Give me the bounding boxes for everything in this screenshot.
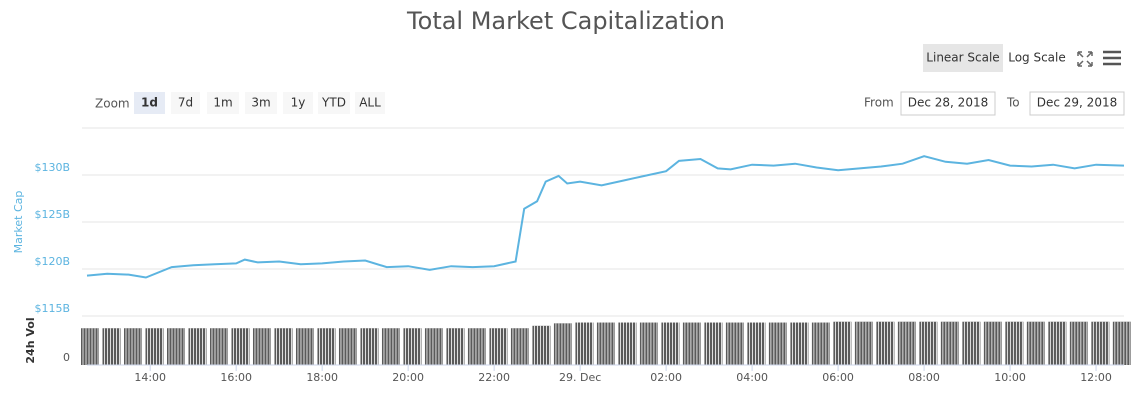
volume-bar (532, 325, 551, 365)
volume-bar (124, 328, 143, 365)
volume-bar (209, 328, 228, 365)
from-label: From (864, 96, 894, 110)
volume-bar (145, 328, 164, 365)
volume-bar (510, 328, 529, 365)
volume-bar (1069, 321, 1088, 365)
zoom-button-bg (171, 92, 200, 114)
x-tick-label: 08:00 (908, 371, 940, 384)
volume-bar (747, 322, 766, 365)
volume-bar (231, 328, 250, 365)
volume-bar (983, 321, 1002, 365)
zoom-button-bg (134, 92, 165, 114)
volume-bar (897, 321, 916, 365)
x-tick-label: 22:00 (478, 371, 510, 384)
x-tick-label: 14:00 (134, 371, 166, 384)
y-axis-title: Market Cap (12, 191, 25, 254)
x-tick-label: 18:00 (306, 371, 338, 384)
volume-bar (102, 328, 121, 365)
volume-bar (403, 328, 422, 365)
scale-button-bg (923, 44, 1003, 72)
zoom-button[interactable]: 7d (178, 96, 193, 110)
x-tick-label: 20:00 (392, 371, 424, 384)
y-tick-label: $115B (34, 302, 70, 315)
volume-bar (338, 328, 357, 365)
zoom-button[interactable]: 1y (291, 96, 306, 110)
volume-bar (1048, 321, 1067, 365)
zoom-button-bg (283, 92, 313, 114)
volume-bar (446, 328, 465, 365)
y-tick-label: $125B (34, 208, 70, 221)
volume-bar (725, 322, 744, 365)
volume-bar (188, 328, 207, 365)
volume-bar (919, 321, 938, 365)
menu-icon[interactable] (1103, 50, 1121, 66)
from-input[interactable]: Dec 28, 2018 (908, 96, 988, 110)
volume-bar (274, 328, 293, 365)
volume-bar (854, 321, 873, 365)
zoom-button-bg (207, 92, 239, 114)
volume-bar (768, 322, 787, 365)
volume-bar (661, 322, 680, 365)
x-tick-label: 02:00 (650, 371, 682, 384)
zoom-button[interactable]: 1m (213, 96, 232, 110)
x-tick-label: 12:00 (1080, 371, 1112, 384)
y-tick-label: $130B (34, 161, 70, 174)
volume-bar (790, 322, 809, 365)
to-input-box[interactable] (1029, 91, 1125, 116)
x-tick-label: 10:00 (994, 371, 1026, 384)
volume-bar (252, 328, 271, 365)
y-tick-label: 0 (63, 351, 70, 364)
market-cap-line (86, 155, 1125, 279)
zoom-button[interactable]: 3m (251, 96, 270, 110)
zoom-button-bg (355, 92, 385, 114)
volume-bar (575, 322, 594, 365)
x-tick-label: 06:00 (822, 371, 854, 384)
volume-bar (424, 328, 443, 365)
volume-bar (876, 321, 895, 365)
volume-bar (1112, 321, 1131, 365)
volume-bar (618, 322, 637, 365)
zoom-label: Zoom (95, 97, 130, 111)
volume-bar (1005, 321, 1024, 365)
volume-bar (166, 328, 185, 365)
volume-bar (295, 328, 314, 365)
x-tick-label: 04:00 (736, 371, 768, 384)
volume-bar (1091, 321, 1110, 365)
volume-bar (962, 321, 981, 365)
chart-title: Total Market Capitalization (406, 7, 725, 35)
x-tick-label: 16:00 (220, 371, 252, 384)
to-input[interactable]: Dec 29, 2018 (1037, 96, 1117, 110)
y-tick-label: $120B (34, 255, 70, 268)
volume-bar (833, 321, 852, 365)
volume-bar (489, 328, 508, 365)
to-label: To (1006, 96, 1020, 110)
linear-scale-button[interactable]: Linear Scale (926, 51, 999, 65)
volume-bar (317, 328, 336, 365)
zoom-button-bg (318, 92, 350, 114)
from-input-box[interactable] (900, 91, 996, 116)
volume-bar (811, 322, 830, 365)
volume-bar (467, 328, 486, 365)
fullscreen-icon[interactable] (1077, 51, 1093, 67)
volume-bar (81, 328, 100, 365)
volume-bar (360, 328, 379, 365)
volume-bar (639, 322, 658, 365)
zoom-buttons: 1d 7d 1m 3m 1y YTD ALL (134, 92, 385, 114)
volume-bar (682, 322, 701, 365)
zoom-button[interactable]: YTD (321, 96, 346, 110)
zoom-button[interactable]: ALL (359, 96, 381, 110)
x-tick-label: 29. Dec (559, 371, 601, 384)
volume-bar (1026, 321, 1045, 365)
volume-bar (704, 322, 723, 365)
zoom-button-bg (245, 92, 277, 114)
volume-bar (553, 323, 572, 365)
log-scale-button[interactable]: Log Scale (1008, 51, 1066, 65)
volume-bar (596, 322, 615, 365)
zoom-button[interactable]: 1d (141, 96, 158, 110)
volume-bar (381, 328, 400, 365)
volume-bar (940, 321, 959, 365)
y-axis-title: 24h Vol (24, 317, 37, 363)
